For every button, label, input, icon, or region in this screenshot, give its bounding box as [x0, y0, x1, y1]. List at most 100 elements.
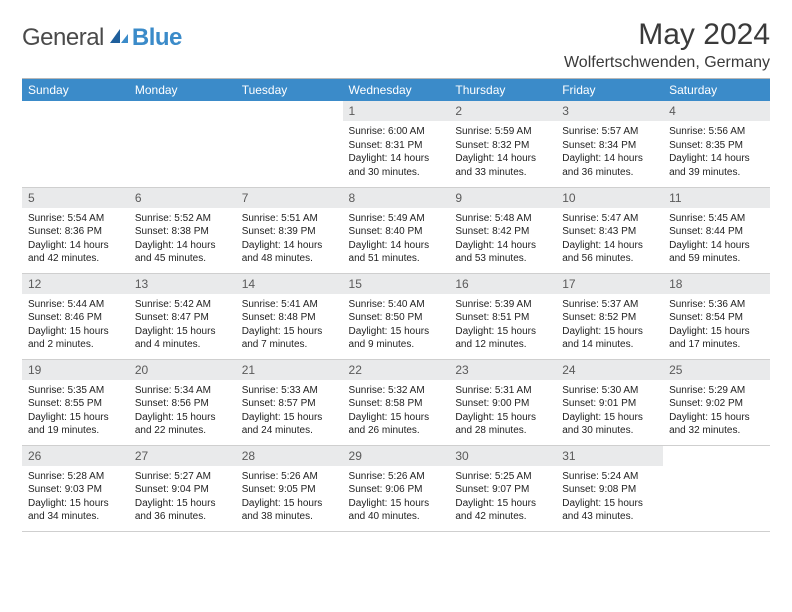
day-number: 4: [663, 101, 770, 121]
sunrise-text: Sunrise: 5:54 AM: [28, 212, 123, 226]
daylight-text: Daylight: 15 hours and 17 minutes.: [669, 325, 764, 352]
daylight-text: Daylight: 14 hours and 56 minutes.: [562, 239, 657, 266]
weekday-header: Saturday: [663, 79, 770, 102]
day-content: Sunrise: 5:49 AMSunset: 8:40 PMDaylight:…: [343, 208, 450, 272]
daylight-text: Daylight: 15 hours and 34 minutes.: [28, 497, 123, 524]
daylight-text: Daylight: 15 hours and 43 minutes.: [562, 497, 657, 524]
sunrise-text: Sunrise: 5:26 AM: [242, 470, 337, 484]
calendar-day-cell: 17Sunrise: 5:37 AMSunset: 8:52 PMDayligh…: [556, 273, 663, 359]
daylight-text: Daylight: 14 hours and 45 minutes.: [135, 239, 230, 266]
sunset-text: Sunset: 8:52 PM: [562, 311, 657, 325]
weekday-header: Wednesday: [343, 79, 450, 102]
daylight-text: Daylight: 15 hours and 26 minutes.: [349, 411, 444, 438]
day-number: 18: [663, 274, 770, 294]
calendar-day-cell: 24Sunrise: 5:30 AMSunset: 9:01 PMDayligh…: [556, 359, 663, 445]
daylight-text: Daylight: 14 hours and 53 minutes.: [455, 239, 550, 266]
calendar-day-cell: .: [129, 101, 236, 187]
day-number: 23: [449, 360, 556, 380]
day-content: Sunrise: 5:26 AMSunset: 9:05 PMDaylight:…: [236, 466, 343, 530]
sunset-text: Sunset: 8:35 PM: [669, 139, 764, 153]
sunset-text: Sunset: 8:48 PM: [242, 311, 337, 325]
day-number: 3: [556, 101, 663, 121]
day-number: 2: [449, 101, 556, 121]
calendar-day-cell: 29Sunrise: 5:26 AMSunset: 9:06 PMDayligh…: [343, 445, 450, 531]
day-number: 10: [556, 188, 663, 208]
calendar-day-cell: .: [22, 101, 129, 187]
calendar-day-cell: 1Sunrise: 6:00 AMSunset: 8:31 PMDaylight…: [343, 101, 450, 187]
logo-word2: Blue: [132, 24, 182, 52]
sunrise-text: Sunrise: 5:34 AM: [135, 384, 230, 398]
daylight-text: Daylight: 14 hours and 30 minutes.: [349, 152, 444, 179]
day-content: Sunrise: 5:40 AMSunset: 8:50 PMDaylight:…: [343, 294, 450, 358]
calendar-week-row: ...1Sunrise: 6:00 AMSunset: 8:31 PMDayli…: [22, 101, 770, 187]
day-number: 21: [236, 360, 343, 380]
header: General Blue May 2024 Wolfertschwenden, …: [22, 18, 770, 72]
sunrise-text: Sunrise: 5:31 AM: [455, 384, 550, 398]
sunset-text: Sunset: 8:56 PM: [135, 397, 230, 411]
day-content: Sunrise: 5:30 AMSunset: 9:01 PMDaylight:…: [556, 380, 663, 444]
day-content: Sunrise: 5:29 AMSunset: 9:02 PMDaylight:…: [663, 380, 770, 444]
day-content: Sunrise: 5:37 AMSunset: 8:52 PMDaylight:…: [556, 294, 663, 358]
calendar-day-cell: 31Sunrise: 5:24 AMSunset: 9:08 PMDayligh…: [556, 445, 663, 531]
day-content: Sunrise: 5:51 AMSunset: 8:39 PMDaylight:…: [236, 208, 343, 272]
weekday-header: Thursday: [449, 79, 556, 102]
daylight-text: Daylight: 15 hours and 14 minutes.: [562, 325, 657, 352]
day-content: Sunrise: 5:44 AMSunset: 8:46 PMDaylight:…: [22, 294, 129, 358]
day-content: Sunrise: 5:54 AMSunset: 8:36 PMDaylight:…: [22, 208, 129, 272]
sunrise-text: Sunrise: 6:00 AM: [349, 125, 444, 139]
calendar-day-cell: 9Sunrise: 5:48 AMSunset: 8:42 PMDaylight…: [449, 187, 556, 273]
calendar-day-cell: 16Sunrise: 5:39 AMSunset: 8:51 PMDayligh…: [449, 273, 556, 359]
day-content: Sunrise: 5:35 AMSunset: 8:55 PMDaylight:…: [22, 380, 129, 444]
calendar-day-cell: 23Sunrise: 5:31 AMSunset: 9:00 PMDayligh…: [449, 359, 556, 445]
sunset-text: Sunset: 8:42 PM: [455, 225, 550, 239]
day-number: 28: [236, 446, 343, 466]
day-number: 26: [22, 446, 129, 466]
calendar-day-cell: 14Sunrise: 5:41 AMSunset: 8:48 PMDayligh…: [236, 273, 343, 359]
day-number: 17: [556, 274, 663, 294]
sunset-text: Sunset: 8:54 PM: [669, 311, 764, 325]
day-number: 24: [556, 360, 663, 380]
calendar-day-cell: 4Sunrise: 5:56 AMSunset: 8:35 PMDaylight…: [663, 101, 770, 187]
daylight-text: Daylight: 14 hours and 36 minutes.: [562, 152, 657, 179]
sunrise-text: Sunrise: 5:52 AM: [135, 212, 230, 226]
calendar-day-cell: 11Sunrise: 5:45 AMSunset: 8:44 PMDayligh…: [663, 187, 770, 273]
sunset-text: Sunset: 8:51 PM: [455, 311, 550, 325]
daylight-text: Daylight: 14 hours and 59 minutes.: [669, 239, 764, 266]
month-title: May 2024: [564, 18, 770, 52]
day-number: 9: [449, 188, 556, 208]
sunset-text: Sunset: 9:04 PM: [135, 483, 230, 497]
sunset-text: Sunset: 9:02 PM: [669, 397, 764, 411]
calendar-day-cell: 19Sunrise: 5:35 AMSunset: 8:55 PMDayligh…: [22, 359, 129, 445]
day-content: Sunrise: 5:57 AMSunset: 8:34 PMDaylight:…: [556, 121, 663, 185]
day-content: Sunrise: 5:42 AMSunset: 8:47 PMDaylight:…: [129, 294, 236, 358]
sunrise-text: Sunrise: 5:29 AM: [669, 384, 764, 398]
sunrise-text: Sunrise: 5:49 AM: [349, 212, 444, 226]
day-content: Sunrise: 5:31 AMSunset: 9:00 PMDaylight:…: [449, 380, 556, 444]
calendar-week-row: 12Sunrise: 5:44 AMSunset: 8:46 PMDayligh…: [22, 273, 770, 359]
calendar-day-cell: 20Sunrise: 5:34 AMSunset: 8:56 PMDayligh…: [129, 359, 236, 445]
calendar-day-cell: .: [663, 445, 770, 531]
daylight-text: Daylight: 15 hours and 22 minutes.: [135, 411, 230, 438]
daylight-text: Daylight: 15 hours and 30 minutes.: [562, 411, 657, 438]
day-content: Sunrise: 5:47 AMSunset: 8:43 PMDaylight:…: [556, 208, 663, 272]
daylight-text: Daylight: 15 hours and 9 minutes.: [349, 325, 444, 352]
calendar-week-row: 26Sunrise: 5:28 AMSunset: 9:03 PMDayligh…: [22, 445, 770, 531]
sunset-text: Sunset: 9:00 PM: [455, 397, 550, 411]
sunrise-text: Sunrise: 5:37 AM: [562, 298, 657, 312]
daylight-text: Daylight: 14 hours and 42 minutes.: [28, 239, 123, 266]
daylight-text: Daylight: 15 hours and 32 minutes.: [669, 411, 764, 438]
sunrise-text: Sunrise: 5:47 AM: [562, 212, 657, 226]
daylight-text: Daylight: 15 hours and 42 minutes.: [455, 497, 550, 524]
day-number: 16: [449, 274, 556, 294]
sunset-text: Sunset: 8:46 PM: [28, 311, 123, 325]
sunset-text: Sunset: 8:47 PM: [135, 311, 230, 325]
logo-word1: General: [22, 24, 104, 52]
calendar-day-cell: 21Sunrise: 5:33 AMSunset: 8:57 PMDayligh…: [236, 359, 343, 445]
sunset-text: Sunset: 8:40 PM: [349, 225, 444, 239]
day-content: Sunrise: 5:41 AMSunset: 8:48 PMDaylight:…: [236, 294, 343, 358]
sunrise-text: Sunrise: 5:26 AM: [349, 470, 444, 484]
sunset-text: Sunset: 8:58 PM: [349, 397, 444, 411]
daylight-text: Daylight: 14 hours and 48 minutes.: [242, 239, 337, 266]
daylight-text: Daylight: 15 hours and 40 minutes.: [349, 497, 444, 524]
daylight-text: Daylight: 15 hours and 4 minutes.: [135, 325, 230, 352]
